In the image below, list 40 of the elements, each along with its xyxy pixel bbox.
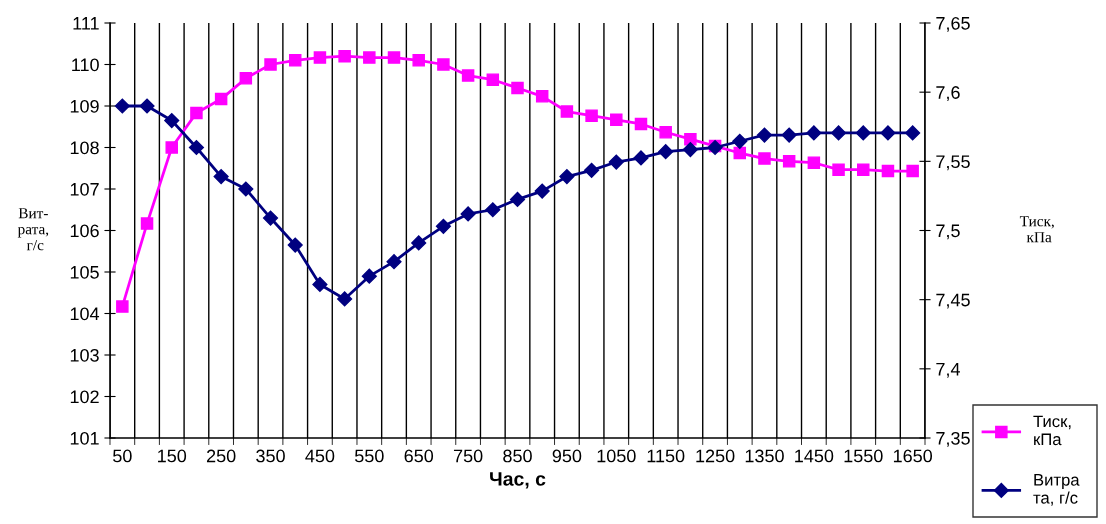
x-tick-label: 1350	[745, 449, 784, 463]
y-tick-label: 111	[73, 17, 99, 30]
y-tick-label: 105	[70, 265, 99, 279]
x-tick-label: 50	[113, 449, 132, 463]
y-tick-label: 110	[72, 58, 99, 72]
y2-tick-label: 7,5	[936, 224, 960, 240]
x-tick-label: 1550	[844, 449, 883, 463]
y-tick-label: 107	[70, 182, 99, 196]
x-tick-label: 150	[158, 449, 187, 463]
y2-tick-label: 7,55	[936, 155, 970, 171]
x-tick-label: 1150	[647, 449, 685, 463]
x-tick-label: 1050	[597, 449, 636, 463]
x-tick-label: 650	[404, 449, 434, 463]
x-tick-label: 750	[453, 449, 483, 463]
y2-tick-label: 7,65	[936, 16, 970, 32]
y-tick-label: 109	[70, 99, 99, 113]
y-tick-label: 103	[70, 348, 99, 362]
x-tick-label: 1650	[893, 449, 933, 463]
y2-tick-label: 7,6	[936, 86, 960, 102]
y2-axis-title: Тиск, кПа	[1019, 216, 1054, 243]
x-tick-label: 1250	[696, 449, 735, 463]
y2-tick-label: 7,35	[936, 431, 970, 447]
x-tick-label: 350	[256, 449, 285, 463]
x-tick-label: 550	[354, 449, 384, 463]
x-axis-title: Час, с	[490, 472, 546, 489]
y-tick-label: 102	[70, 390, 99, 404]
y-tick-label: 101	[70, 431, 99, 445]
legend-label: Тиск, кПа	[1033, 415, 1071, 446]
x-tick-label: 250	[206, 449, 236, 463]
y-axis-title: Вит- рата, г/с	[17, 208, 49, 251]
x-tick-label: 950	[552, 449, 582, 463]
x-tick-label: 450	[305, 449, 335, 463]
legend-label: Витра та, г/с	[1033, 474, 1080, 506]
x-tick-label: 1450	[795, 449, 834, 463]
y2-tick-label: 7,4	[936, 362, 960, 378]
y-tick-label: 106	[70, 224, 99, 238]
y-tick-label: 104	[70, 307, 100, 321]
x-tick-label: 850	[503, 449, 532, 463]
y2-tick-label: 7,45	[936, 293, 970, 309]
y-tick-label: 108	[70, 141, 99, 155]
